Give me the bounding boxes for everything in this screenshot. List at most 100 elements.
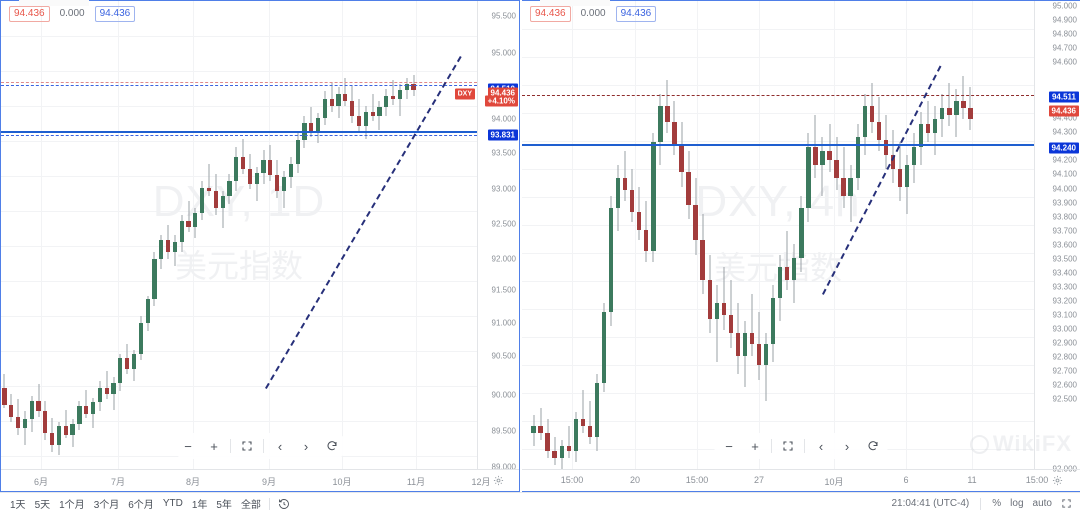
- expand-icon[interactable]: [234, 433, 260, 459]
- quote-bid: 94.436: [94, 6, 136, 22]
- horizontal-level-line[interactable]: [522, 143, 1034, 146]
- candle: [813, 1, 818, 469]
- candle: [608, 1, 614, 469]
- axis-tick: 89.000: [491, 462, 516, 472]
- zoom-in-button[interactable]: +: [751, 438, 759, 454]
- candle: [763, 1, 769, 469]
- clock-replay-icon[interactable]: [278, 498, 290, 510]
- axis-tick: 93.500: [1052, 254, 1077, 264]
- candle: [104, 1, 109, 469]
- horizontal-level-line[interactable]: [1, 131, 477, 134]
- auto-scale-button[interactable]: auto: [1032, 498, 1052, 509]
- time-axis-daily[interactable]: 6月 7月 8月 9月 10月 11月 12月: [1, 469, 491, 491]
- plot-area-daily[interactable]: DXY, 1D 美元指数: [1, 1, 477, 469]
- candle-body: [234, 157, 239, 181]
- timeframe-selector[interactable]: 1天 5天 1个月 3个月 6个月 YTD 1年 5年 全部: [0, 496, 261, 511]
- chart-toolbar-4h[interactable]: − + ‹ ›: [714, 433, 888, 459]
- next-button[interactable]: ›: [303, 438, 309, 454]
- candle: [651, 1, 656, 469]
- axis-tick: 92.500: [1052, 394, 1077, 404]
- log-scale-button[interactable]: log: [1010, 498, 1024, 509]
- timeframe-1[interactable]: 5天: [34, 500, 51, 511]
- candle-body: [254, 172, 259, 185]
- candle: [644, 1, 649, 469]
- candle: [384, 1, 389, 469]
- candle: [665, 1, 670, 469]
- timeframe-6[interactable]: 1年: [191, 500, 208, 511]
- candle-body: [700, 240, 705, 280]
- candle: [735, 1, 741, 469]
- chart-pane-4h[interactable]: DXY, 4h 美元指数 94.436 0.000 94.436 95.0009…: [522, 0, 1080, 492]
- timeframe-5[interactable]: YTD: [162, 498, 183, 509]
- expand-icon[interactable]: [775, 433, 801, 459]
- chart-settings-button[interactable]: [1034, 469, 1080, 491]
- next-button[interactable]: ›: [844, 438, 850, 454]
- chart-pane-daily[interactable]: DXY, 1D 美元指数 94.436 0.000 94.436 95.500 9…: [0, 0, 520, 492]
- axis-tick: 90.500: [491, 351, 516, 361]
- price-axis-4h[interactable]: 95.000 94.900 94.800 94.700 94.600 94.400 94.3…: [1034, 1, 1080, 474]
- timeframe-2[interactable]: 1个月: [59, 500, 85, 511]
- candle: [778, 1, 783, 469]
- axis-tick: 92.800: [1052, 352, 1077, 362]
- percent-scale-button[interactable]: %: [992, 498, 1002, 509]
- timeframe-0[interactable]: 1天: [10, 500, 26, 511]
- candle: [234, 1, 239, 469]
- candle: [615, 1, 621, 469]
- reset-icon[interactable]: [319, 433, 345, 459]
- candle: [890, 1, 896, 469]
- candle-body: [566, 445, 571, 452]
- candle-wick: [372, 93, 374, 122]
- axis-tick: 89.500: [491, 426, 516, 436]
- bottom-right-controls[interactable]: 21:04:41 (UTC-4) % log auto: [891, 497, 1080, 510]
- horizontal-level-line[interactable]: [522, 95, 1034, 97]
- candle-body: [651, 142, 656, 252]
- candle: [36, 1, 41, 469]
- horizontal-level-line[interactable]: [1, 134, 477, 136]
- time-tick: 15:00: [560, 475, 584, 485]
- timeframe-8[interactable]: 全部: [240, 500, 261, 511]
- candle: [111, 1, 116, 469]
- timeframe-7[interactable]: 5年: [216, 500, 232, 511]
- candle-body: [240, 157, 246, 169]
- chart-toolbar-daily[interactable]: − + ‹ ›: [173, 433, 347, 459]
- candle: [15, 1, 21, 469]
- candle-body: [622, 177, 628, 191]
- zoom-out-button[interactable]: −: [725, 438, 733, 454]
- candle-body: [309, 123, 314, 132]
- candle: [573, 1, 578, 469]
- axis-tick: 94.200: [1052, 155, 1077, 165]
- candle: [159, 1, 164, 469]
- horizontal-level-line[interactable]: [1, 85, 477, 87]
- quote-bid: 94.436: [615, 6, 657, 22]
- candle-body: [538, 426, 543, 434]
- candle-body: [288, 163, 293, 178]
- candle: [50, 1, 55, 469]
- chart-settings-button[interactable]: [477, 469, 519, 491]
- candle-body: [84, 405, 89, 415]
- candle: [742, 1, 748, 469]
- axis-tick: 94.000: [491, 114, 516, 124]
- prev-button[interactable]: ‹: [818, 438, 824, 454]
- candle: [897, 1, 903, 469]
- prev-button[interactable]: ‹: [277, 438, 283, 454]
- timeframe-4[interactable]: 6个月: [128, 500, 154, 511]
- zoom-out-button[interactable]: −: [184, 438, 192, 454]
- candle-body: [179, 221, 184, 242]
- candle-body: [869, 106, 874, 123]
- horizontal-level-line[interactable]: [1, 81, 477, 83]
- candle: [165, 1, 171, 469]
- candle: [22, 1, 27, 469]
- candle: [756, 1, 762, 469]
- plot-area-4h[interactable]: DXY, 4h 美元指数: [522, 1, 1034, 469]
- timeframe-3[interactable]: 3个月: [93, 500, 120, 511]
- candle: [531, 1, 536, 469]
- time-tick: 11月: [406, 477, 426, 487]
- zoom-in-button[interactable]: +: [210, 438, 218, 454]
- candle: [820, 1, 825, 469]
- price-axis-daily[interactable]: 95.500 95.000 94.000 93.500 93.000 92.500 92.0…: [477, 1, 519, 472]
- candle: [693, 1, 698, 469]
- fullscreen-icon[interactable]: [1061, 498, 1072, 509]
- candle-wick: [331, 82, 333, 112]
- reset-icon[interactable]: [860, 433, 886, 459]
